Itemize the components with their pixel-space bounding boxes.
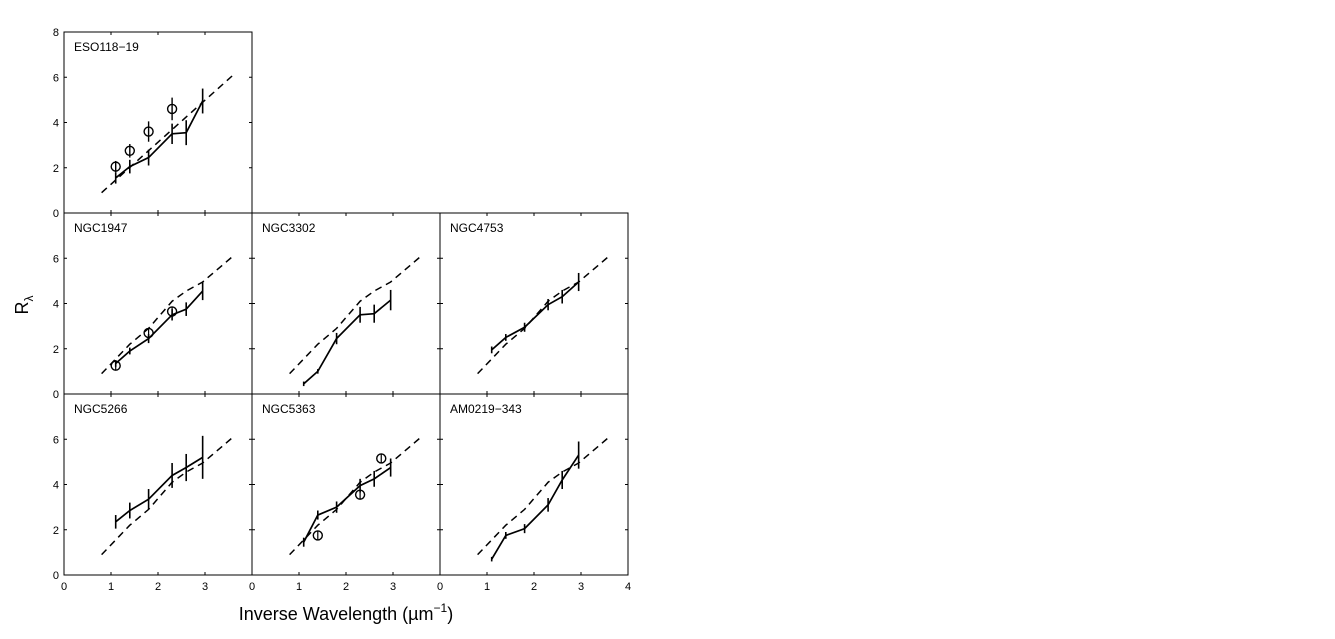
panel-5: 0 1 2 3 NGC5363: [249, 393, 441, 593]
y-axis-label: Rλ: [12, 296, 36, 315]
x-tick-label: 1: [296, 581, 302, 593]
x-tick-label: 3: [390, 581, 396, 593]
circle-point: [124, 145, 136, 156]
x-tick-label: 0: [249, 581, 255, 593]
x-tick-label: 2: [155, 581, 161, 593]
y-tick-label: 8: [53, 27, 59, 39]
panel-title: NGC3302: [262, 221, 316, 235]
panel-grid: 0 2 4 6 8 ESO118−19 0 2 4 6 NGC1947 NGC3302 NGC4753 0…: [53, 27, 631, 593]
dashed-line: [477, 436, 610, 556]
x-tick-label: 0: [61, 581, 67, 593]
panel-3: NGC4753: [439, 212, 629, 395]
dashed-line: [289, 255, 422, 375]
panel-frame: [251, 393, 441, 576]
x-axis-label: Inverse Wavelength (µm−1): [239, 601, 453, 624]
x-tick-label: 1: [108, 581, 114, 593]
data-line: [302, 466, 392, 543]
y-tick-label: 0: [53, 208, 59, 220]
panel-frame: [251, 212, 441, 395]
panel-title: NGC5363: [262, 402, 316, 416]
panel-title: NGC4753: [450, 221, 504, 235]
panel-frame: [63, 212, 253, 395]
x-tick-label: 3: [578, 581, 584, 593]
panel-frame: [63, 31, 253, 214]
x-tick-label: 4: [625, 581, 631, 593]
y-tick-label: 2: [53, 525, 59, 537]
y-tick-label: 2: [53, 163, 59, 175]
data-line: [491, 281, 580, 351]
panel-frame: [439, 393, 629, 576]
panel-4: 0 2 4 6 0 1 2 3 NGC5266: [53, 393, 253, 593]
dashed-line: [101, 436, 234, 556]
panel-0: 0 2 4 6 8 ESO118−19: [53, 27, 253, 220]
circle-point: [376, 453, 387, 464]
x-tick-label: 3: [202, 581, 208, 593]
dashed-line: [477, 255, 610, 375]
x-tick-label: 1: [484, 581, 490, 593]
x-tick-label: 2: [531, 581, 537, 593]
panel-2: NGC3302: [251, 212, 441, 395]
data-line: [115, 456, 204, 523]
y-tick-label: 6: [53, 434, 59, 446]
y-tick-label: 4: [53, 299, 59, 311]
panel-1: 0 2 4 6 NGC1947: [53, 212, 253, 401]
y-tick-label: 0: [53, 389, 59, 401]
x-tick-label: 0: [437, 581, 443, 593]
panel-title: NGC5266: [74, 402, 128, 416]
y-tick-label: 6: [53, 253, 59, 265]
panel-title: AM0219−343: [450, 402, 522, 416]
data-line: [490, 454, 580, 560]
data-line: [115, 290, 204, 365]
y-tick-label: 4: [53, 480, 59, 492]
panel-frame: [63, 393, 253, 576]
y-tick-label: 0: [53, 570, 59, 582]
circle-point: [312, 530, 323, 541]
data-line: [115, 100, 204, 179]
circle-point: [110, 360, 121, 371]
panel-6: 0 1 2 3 4 AM0219−343: [437, 393, 631, 593]
circle-point: [143, 126, 154, 137]
circle-point: [354, 489, 366, 500]
x-tick-label: 2: [343, 581, 349, 593]
panel-frame: [439, 212, 629, 395]
dashed-line: [101, 255, 234, 375]
y-tick-label: 4: [53, 118, 59, 130]
circle-point: [110, 161, 121, 172]
dashed-line: [101, 74, 234, 194]
y-tick-label: 2: [53, 344, 59, 356]
data-line: [303, 299, 392, 385]
panel-title: NGC1947: [74, 221, 128, 235]
circle-point: [166, 103, 178, 115]
circle-point: [143, 327, 154, 339]
circle-point: [166, 306, 178, 317]
panel-title: ESO118−19: [74, 40, 139, 54]
y-tick-label: 6: [53, 72, 59, 84]
